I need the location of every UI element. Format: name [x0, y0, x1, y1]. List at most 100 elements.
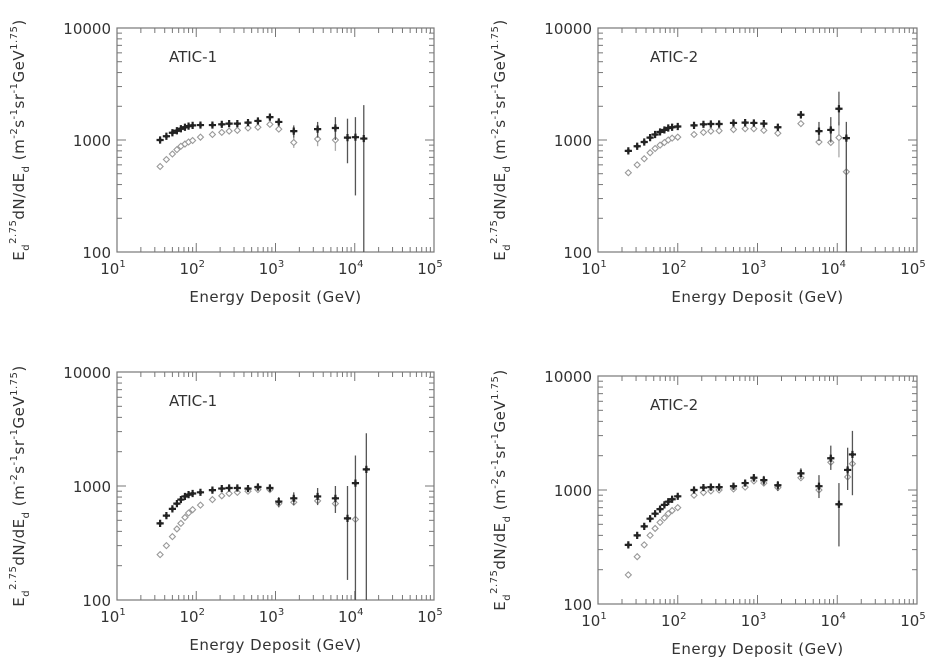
data-point-star-core	[776, 125, 780, 130]
ylabel-part: 2.75	[8, 566, 19, 590]
data-point-star-core	[227, 121, 231, 126]
data-point-diamond	[760, 126, 768, 135]
x-tick-base: 10	[417, 608, 436, 626]
x-tick-base: 10	[821, 612, 840, 630]
data-point-star-core	[198, 123, 203, 127]
data-point-star-core	[743, 481, 747, 485]
ylabel-part: E	[10, 251, 28, 261]
panel-title: ATIC-1	[169, 48, 217, 66]
y-tick-label: 10000	[544, 368, 592, 386]
data-point-star-core	[353, 481, 358, 485]
x-tick-exponent: 5	[436, 259, 442, 270]
data-point-diamond	[797, 119, 805, 128]
data-point-star-core	[762, 478, 766, 482]
ylabel-part: d	[21, 511, 32, 518]
y-tick-label: 100	[563, 244, 592, 262]
ylabel-part: s	[10, 465, 28, 473]
x-tick-label: 104	[821, 259, 846, 278]
x-tick-label: 105	[417, 259, 442, 278]
x-tick-label: 101	[100, 259, 125, 278]
x-tick-label: 101	[100, 607, 125, 626]
data-point-diamond	[156, 550, 164, 559]
data-point-star-core	[276, 120, 281, 124]
x-tick-exponent: 3	[760, 611, 766, 622]
y-axis-label: Ed2.75dN/dEd (m-2s-1sr-1GeV1.75)	[489, 369, 513, 611]
x-tick-label: 102	[661, 259, 686, 278]
data-point-diamond	[640, 541, 649, 549]
ylabel-part: d	[502, 244, 513, 251]
x-tick-base: 10	[180, 608, 199, 626]
x-tick-exponent: 3	[278, 259, 284, 270]
x-tick-exponent: 5	[436, 607, 442, 618]
y-tick-value: 1000	[73, 132, 111, 150]
data-point-star-core	[364, 467, 369, 472]
data-point-diamond	[633, 552, 641, 561]
ylabel-part: sr	[491, 443, 509, 458]
data-point-star-core	[845, 468, 850, 472]
data-point-diamond	[266, 120, 274, 129]
ylabel-part: (m	[10, 485, 28, 512]
data-point-diamond	[173, 525, 181, 533]
series-filled-stars	[624, 430, 857, 549]
data-point-diamond	[233, 126, 242, 135]
data-point-star-core	[179, 497, 183, 502]
x-tick-base: 10	[581, 612, 600, 630]
data-point-diamond	[218, 492, 226, 500]
x-tick-label: 103	[259, 607, 284, 626]
data-point-star-core	[844, 136, 849, 140]
ylabel-part: GeV	[10, 396, 28, 429]
data-point-star-core	[175, 501, 179, 506]
data-point-diamond	[827, 138, 835, 147]
data-point-diamond	[774, 129, 782, 137]
data-point-diamond	[656, 141, 664, 149]
data-point-diamond	[177, 519, 185, 528]
y-tick-value: 100	[563, 244, 592, 262]
x-axis-label: Energy Deposit (GeV)	[671, 640, 843, 658]
data-point-diamond	[729, 125, 738, 134]
data-point-star-core	[642, 140, 647, 144]
ylabel-part: -1	[9, 82, 20, 93]
data-point-diamond	[289, 138, 298, 147]
series-filled-stars	[156, 433, 370, 600]
data-point-star-core	[256, 119, 260, 123]
x-tick-exponent: 2	[680, 611, 686, 622]
x-tick-base: 10	[180, 260, 199, 278]
data-point-diamond	[168, 532, 177, 541]
x-tick-exponent: 4	[357, 259, 363, 270]
ylabel-part: -2	[9, 474, 20, 485]
data-point-diamond	[168, 150, 177, 158]
data-point-star-core	[235, 486, 240, 490]
x-tick-exponent: 2	[199, 607, 205, 618]
data-point-star-core	[675, 494, 680, 499]
x-tick-label: 102	[180, 607, 205, 626]
data-point-diamond	[673, 133, 682, 141]
data-point-star-core	[837, 502, 841, 507]
x-tick-base: 10	[100, 608, 119, 626]
plot-frame	[116, 27, 435, 253]
data-point-diamond	[196, 501, 205, 509]
ylabel-part: GeV	[10, 50, 28, 83]
ylabel-part: -1	[9, 428, 20, 439]
data-point-star-core	[164, 513, 169, 518]
data-point-star-core	[709, 485, 713, 489]
data-point-star-core	[653, 132, 657, 137]
data-point-diamond	[699, 128, 708, 137]
data-point-star-core	[776, 483, 780, 488]
data-point-star-core	[828, 128, 833, 132]
ylabel-part: s	[491, 119, 509, 127]
data-point-diamond	[275, 125, 283, 133]
x-tick-label: 103	[741, 611, 766, 630]
x-tick-base: 10	[259, 608, 278, 626]
data-point-diamond	[741, 483, 749, 491]
data-point-diamond	[225, 489, 233, 498]
data-point-star-core	[817, 129, 821, 133]
y-tick-value: 100	[82, 244, 111, 262]
data-point-star-core	[662, 503, 667, 507]
x-tick-exponent: 4	[840, 259, 846, 270]
data-point-diamond	[156, 162, 164, 171]
x-tick-label: 105	[900, 259, 925, 278]
data-point-diamond	[664, 509, 673, 518]
data-point-star-core	[701, 485, 706, 490]
data-point-star-core	[246, 120, 250, 125]
series-open-diamonds	[156, 120, 340, 171]
